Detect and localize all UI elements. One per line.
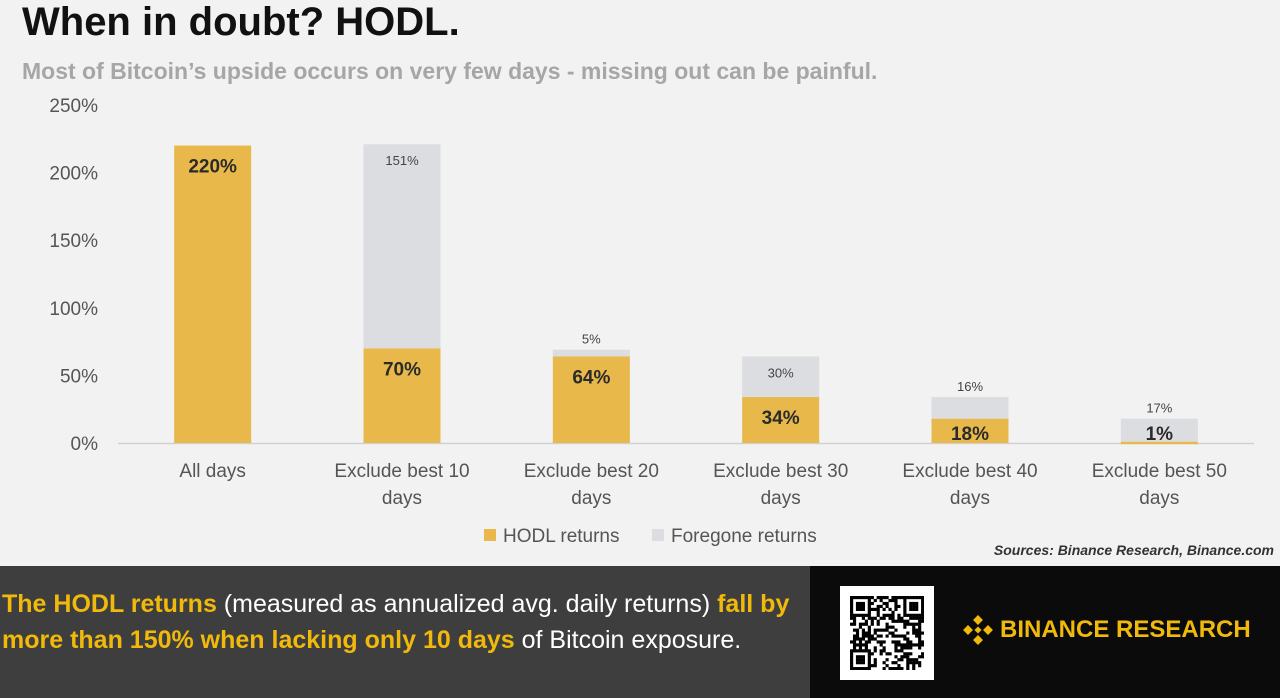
page-subtitle: Most of Bitcoin’s upside occurs on very …: [22, 58, 878, 84]
x-category-label: Exclude best 30: [713, 461, 848, 482]
footer-text-1: (measured as annualized avg. daily retur…: [216, 590, 718, 618]
foregone-value-label: 17%: [1146, 401, 1172, 416]
footer: The HODL returns (measured as annualized…: [0, 566, 1280, 698]
foregone-bar: [1120, 418, 1198, 442]
x-category-label: days: [1139, 488, 1179, 509]
hodl-value-label: 64%: [572, 367, 610, 388]
x-category-label: days: [761, 488, 801, 509]
footer-highlight-2: fall by more than 150% when lacking only…: [2, 590, 790, 654]
hodl-bar: [931, 418, 1009, 443]
hodl-value-label: 18%: [951, 424, 989, 445]
page-title: When in doubt? HODL.: [22, 0, 460, 44]
footer-message: The HODL returns (measured as annualized…: [2, 586, 802, 658]
footer-text-2: of Bitcoin exposure.: [514, 626, 742, 654]
x-category-label: days: [382, 488, 422, 509]
footer-highlight-1: The HODL returns: [2, 590, 217, 618]
footer-message-panel: The HODL returns (measured as annualized…: [0, 566, 810, 698]
hodl-bar: [1120, 441, 1198, 445]
binance-logo-icon: [963, 615, 993, 645]
x-category-label: days: [571, 488, 611, 509]
legend-swatch-foregone: [652, 529, 664, 541]
hodl-bar: [552, 356, 630, 443]
legend-label-foregone: Foregone returns: [671, 526, 817, 547]
brand-logo: BINANCE RESEARCH: [962, 614, 1251, 646]
legend-label-hodl: HODL returns: [503, 526, 620, 547]
foregone-value-label: 30%: [768, 365, 794, 380]
x-category-label: All days: [179, 461, 246, 482]
hodl-bar: [174, 145, 252, 443]
y-tick-label: 100%: [49, 299, 98, 320]
hodl-value-label: 70%: [383, 359, 421, 380]
y-tick-label: 150%: [49, 231, 98, 252]
brand-name: BINANCE RESEARCH: [1000, 616, 1251, 643]
hodl-bar: [742, 397, 820, 443]
legend-swatch-hodl: [484, 529, 496, 541]
footer-brand-panel: BINANCE RESEARCH: [810, 566, 1280, 698]
foregone-bar: [363, 144, 441, 349]
y-tick-label: 0%: [71, 434, 99, 455]
qr-code-icon: [840, 586, 934, 680]
x-category-label: Exclude best 50: [1092, 461, 1227, 482]
foregone-bar: [552, 349, 630, 357]
hodl-bar: [363, 348, 441, 443]
hodl-value-label: 1%: [1146, 424, 1174, 445]
source-note: Sources: Binance Research, Binance.com: [993, 542, 1274, 558]
foregone-bar: [931, 397, 1009, 419]
y-tick-label: 200%: [49, 164, 98, 185]
x-category-label: days: [950, 488, 990, 509]
x-category-label: Exclude best 20: [524, 461, 659, 482]
foregone-value-label: 16%: [957, 379, 983, 394]
y-tick-label: 50%: [60, 366, 98, 387]
bar-chart: 0% 50% 100% 150% 200% 250% 220% All days 70% 151%…: [49, 96, 1254, 547]
x-category-label: Exclude best 40: [902, 461, 1037, 482]
hodl-value-label: 220%: [188, 157, 237, 178]
y-tick-label: 250%: [49, 96, 98, 117]
foregone-value-label: 151%: [385, 153, 419, 168]
foregone-bar: [742, 356, 820, 398]
foregone-value-label: 5%: [582, 332, 601, 347]
hodl-value-label: 34%: [762, 408, 800, 429]
x-category-label: Exclude best 10: [334, 461, 469, 482]
